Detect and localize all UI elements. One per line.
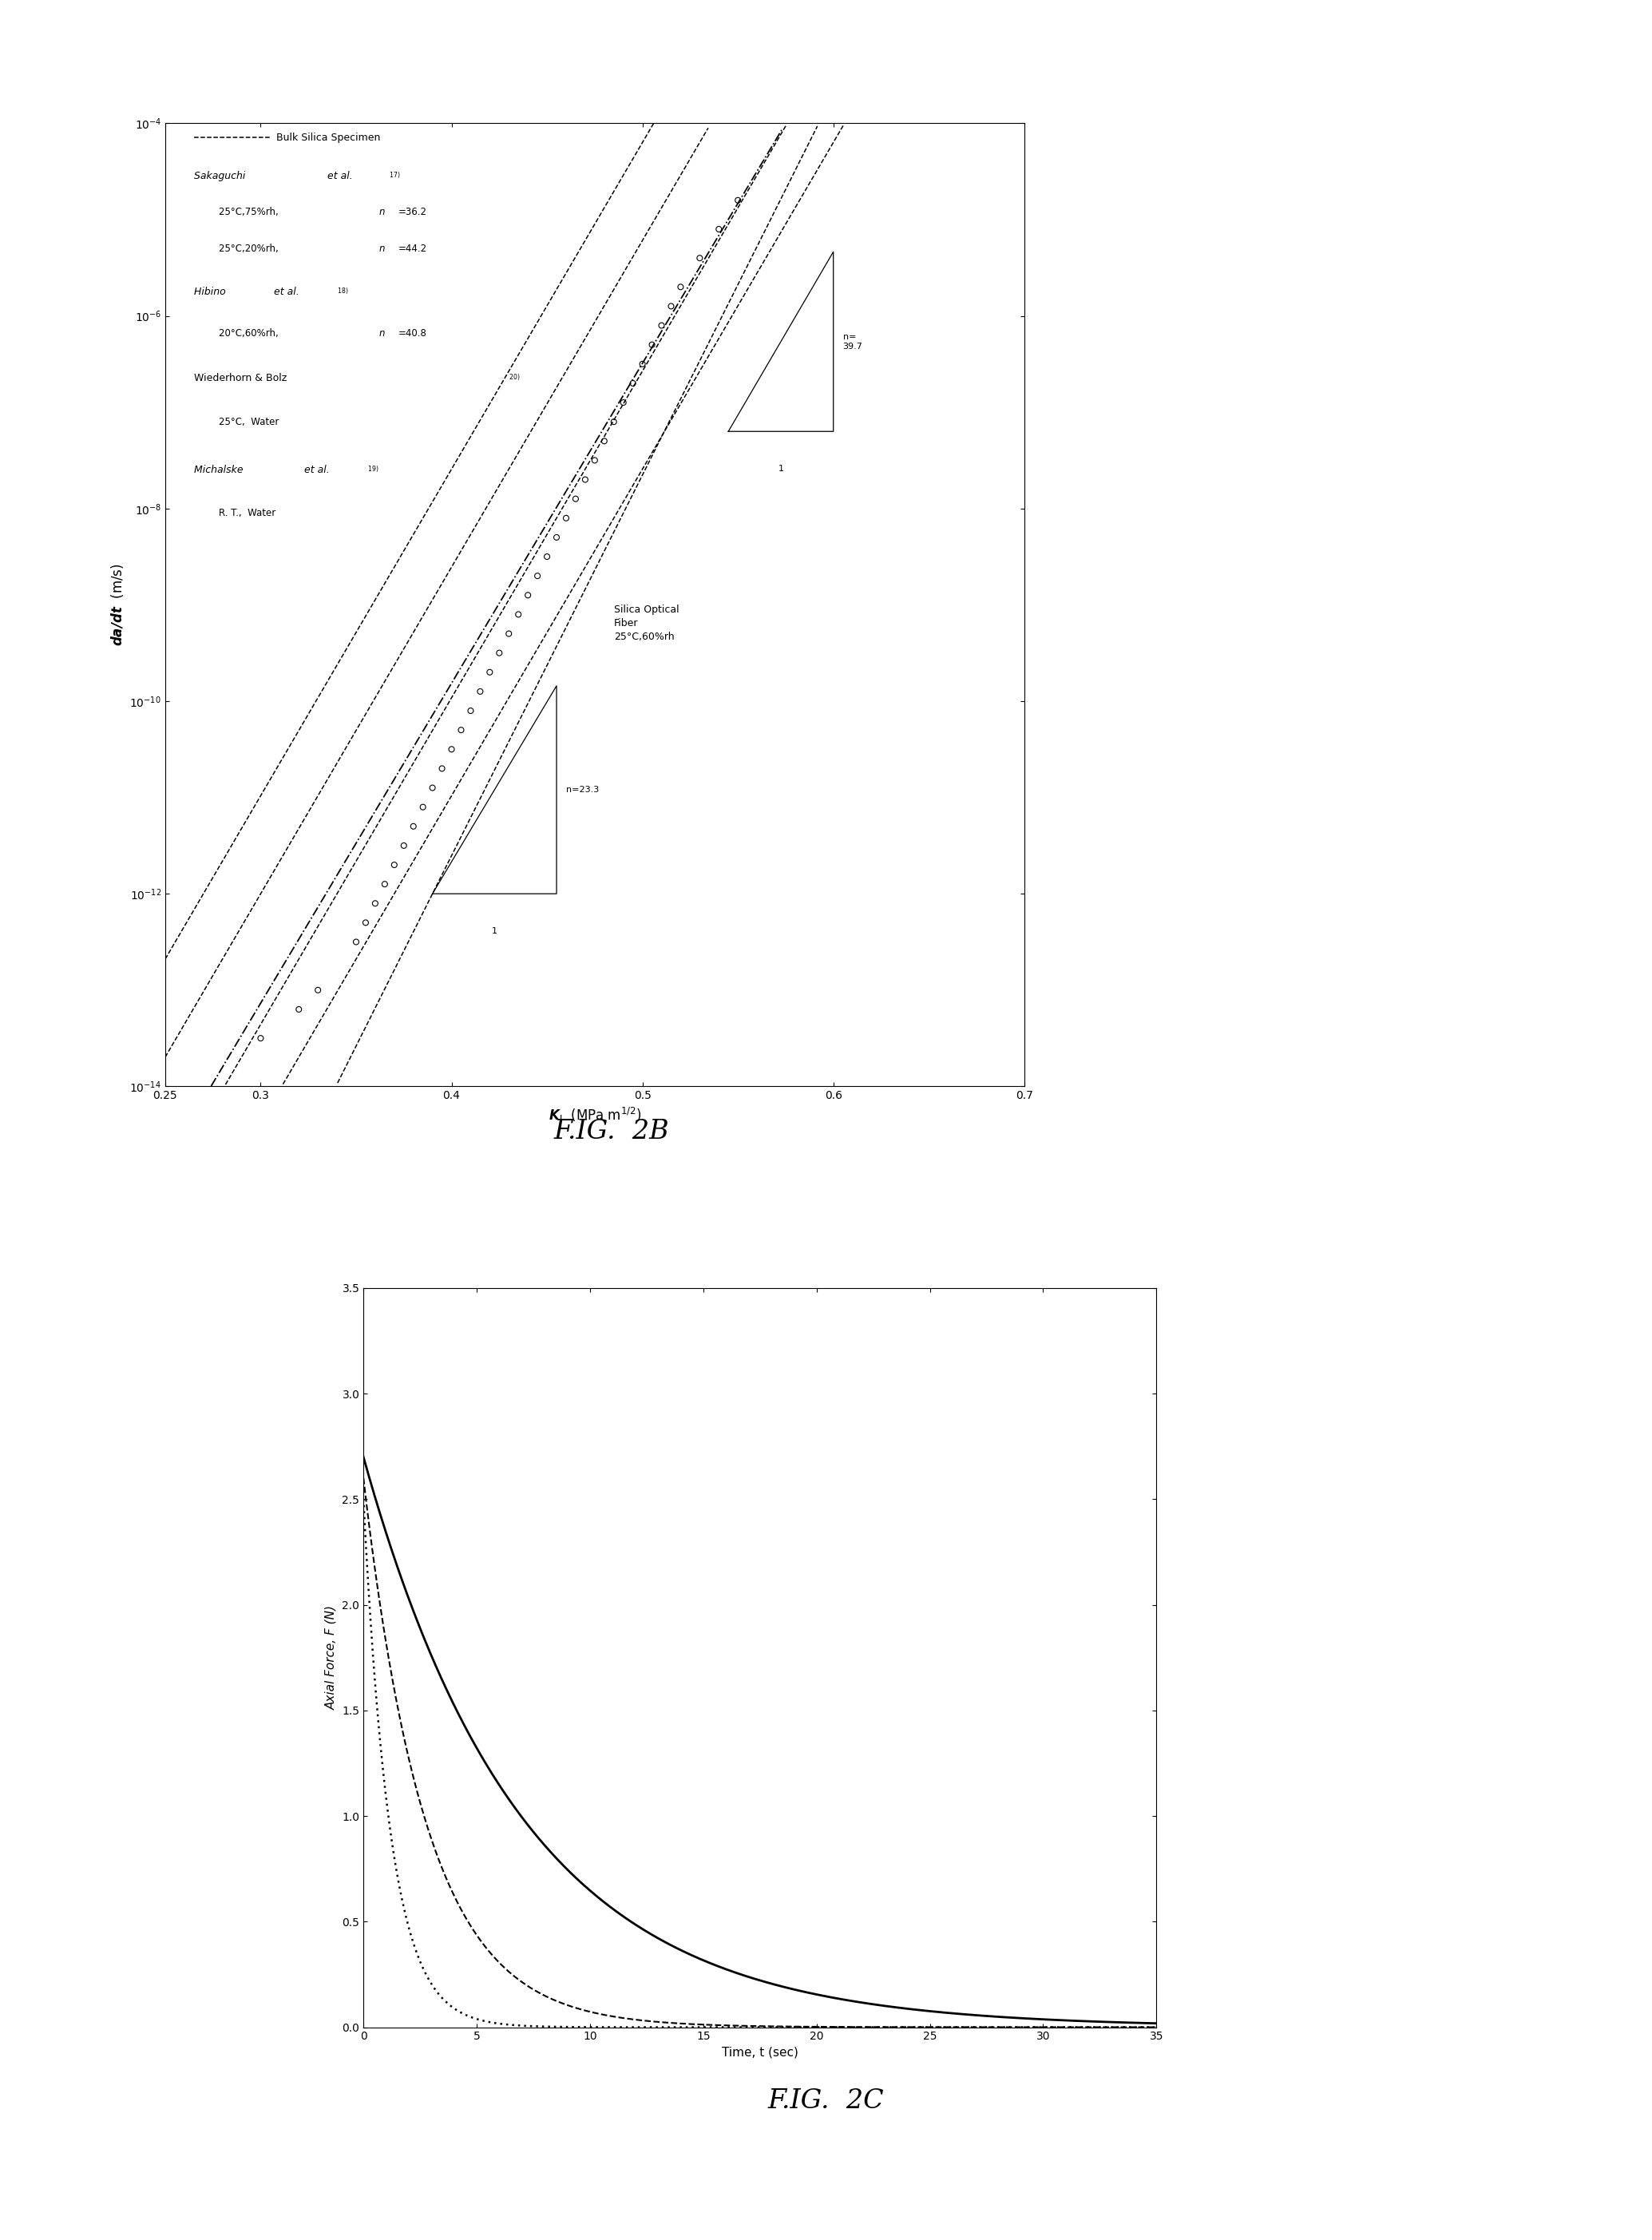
Point xyxy=(382,847,408,883)
Text: 1: 1 xyxy=(778,466,783,473)
Text: et al.: et al. xyxy=(304,464,330,475)
Point xyxy=(304,972,330,1008)
Text: n: n xyxy=(378,206,385,217)
Text: et al.: et al. xyxy=(327,170,354,181)
Text: 25°C,20%rh,: 25°C,20%rh, xyxy=(218,244,281,253)
Point xyxy=(544,520,570,556)
Point xyxy=(687,240,714,276)
Point xyxy=(362,885,388,921)
Text: $^{20)}$: $^{20)}$ xyxy=(509,374,520,383)
Point xyxy=(620,365,646,401)
Text: Bulk Silica Specimen: Bulk Silica Specimen xyxy=(276,132,380,143)
Point xyxy=(248,1021,274,1057)
Text: $^{17)}$: $^{17)}$ xyxy=(388,172,400,179)
Text: $^{19)}$: $^{19)}$ xyxy=(367,466,378,475)
Point xyxy=(486,636,512,672)
Point xyxy=(420,771,446,806)
Point xyxy=(372,867,398,903)
Point xyxy=(476,654,502,690)
Point xyxy=(506,596,532,632)
Text: Hibino: Hibino xyxy=(193,287,228,298)
Text: $^{18)}$: $^{18)}$ xyxy=(337,287,349,296)
Point xyxy=(515,578,542,614)
Point xyxy=(582,441,608,477)
Point xyxy=(639,327,666,363)
Text: 1: 1 xyxy=(492,927,497,936)
Point xyxy=(438,730,464,766)
Text: 20°C,60%rh,: 20°C,60%rh, xyxy=(218,327,281,338)
Text: n=
39.7: n= 39.7 xyxy=(843,334,862,349)
Point xyxy=(430,750,456,786)
Point xyxy=(562,482,588,517)
Point xyxy=(344,923,370,959)
Point xyxy=(534,540,560,576)
Text: =40.8: =40.8 xyxy=(398,327,426,338)
Text: et al.: et al. xyxy=(274,287,299,298)
Text: Michalske: Michalske xyxy=(193,464,246,475)
Point xyxy=(458,692,484,728)
Point xyxy=(352,905,378,941)
Point xyxy=(390,829,416,865)
Point xyxy=(591,423,618,459)
Text: Silica Optical
Fiber
25°C,60%rh: Silica Optical Fiber 25°C,60%rh xyxy=(615,605,679,643)
Point xyxy=(524,558,550,594)
Text: n=23.3: n=23.3 xyxy=(567,786,600,793)
Text: =36.2: =36.2 xyxy=(398,206,426,217)
Point xyxy=(667,269,694,305)
Text: =44.2: =44.2 xyxy=(398,244,426,253)
X-axis label: Time, t (sec): Time, t (sec) xyxy=(722,2047,798,2059)
Point xyxy=(448,712,474,748)
Point xyxy=(468,674,494,710)
Text: R. T.,  Water: R. T., Water xyxy=(218,508,276,517)
Point xyxy=(705,211,732,246)
Text: F.IG.  2B: F.IG. 2B xyxy=(553,1118,669,1145)
X-axis label: $\bfit{K}_{\rm I}$  (MPa m$^{1/2}$): $\bfit{K}_{\rm I}$ (MPa m$^{1/2}$) xyxy=(548,1107,641,1124)
Text: F.IG.  2C: F.IG. 2C xyxy=(768,2088,884,2115)
Y-axis label: Axial Force, F (N): Axial Force, F (N) xyxy=(325,1606,337,1709)
Point xyxy=(657,289,684,325)
Point xyxy=(572,461,598,497)
Point xyxy=(553,500,580,535)
Point xyxy=(629,345,656,381)
Point xyxy=(725,181,752,217)
Text: Wiederhorn & Bolz: Wiederhorn & Bolz xyxy=(193,374,287,383)
Point xyxy=(496,616,522,652)
Point xyxy=(610,385,636,421)
Text: Sakaguchi: Sakaguchi xyxy=(193,170,248,181)
Point xyxy=(648,307,674,343)
Y-axis label: $\bfit{da/dt}$  (m/s): $\bfit{da/dt}$ (m/s) xyxy=(109,564,126,645)
Text: n: n xyxy=(378,244,385,253)
Point xyxy=(400,809,426,844)
Text: n: n xyxy=(378,327,385,338)
Point xyxy=(410,788,436,824)
Point xyxy=(286,992,312,1028)
Text: 25°C,75%rh,: 25°C,75%rh, xyxy=(218,206,281,217)
Point xyxy=(601,403,628,439)
Text: 25°C,  Water: 25°C, Water xyxy=(218,417,279,428)
